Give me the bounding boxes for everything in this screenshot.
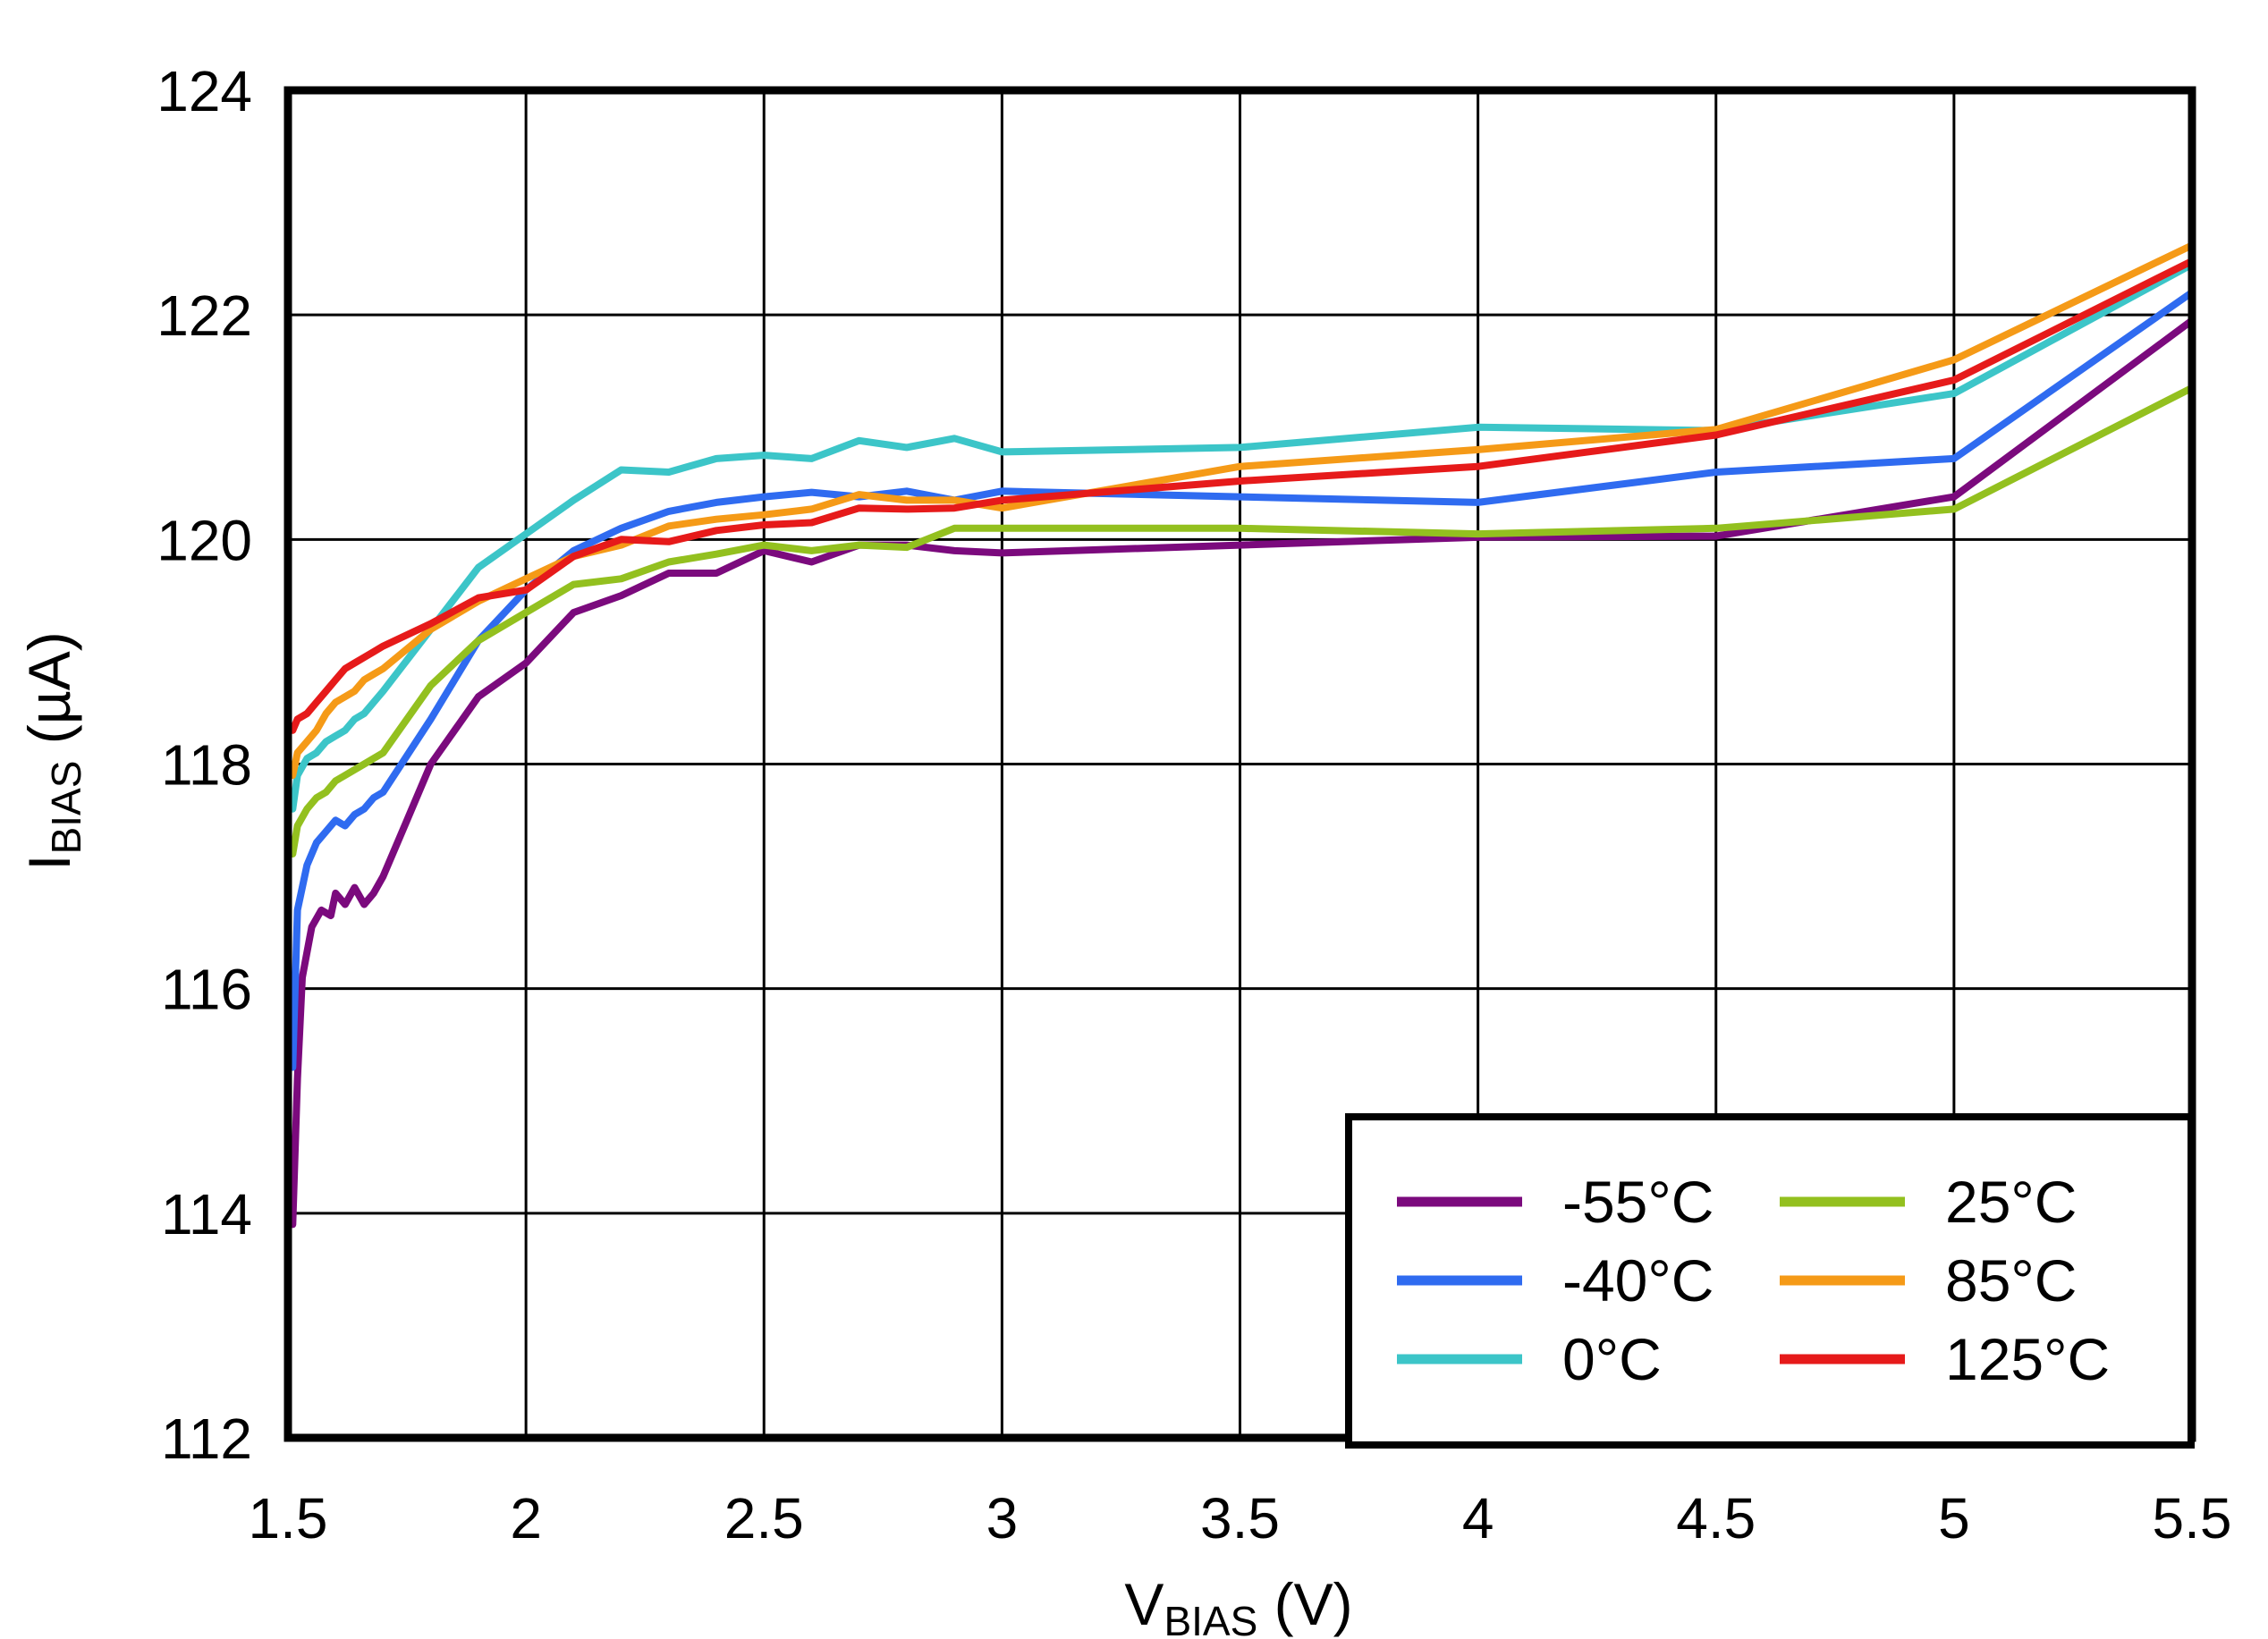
series-line: [289, 317, 2196, 1229]
grid: [286, 89, 2194, 1440]
y-axis-title: IBIAS (µA): [16, 631, 89, 871]
series-line: [289, 257, 2196, 734]
legend-label: 0°C: [1562, 1326, 1662, 1392]
legend-label: 85°C: [1945, 1247, 2077, 1314]
y-tick-label: 114: [161, 1182, 252, 1246]
series-line: [289, 260, 2196, 813]
y-tick-label: 112: [161, 1407, 252, 1471]
plot-frame: [284, 86, 2196, 1442]
x-axis-title: VBIAS (V): [1124, 1571, 1352, 1639]
y-tick-label: 116: [161, 958, 252, 1022]
y-tick-label: 118: [161, 733, 252, 798]
x-tick-label: 5.5: [2153, 1486, 2232, 1550]
x-tick-label: 3.5: [1200, 1486, 1280, 1550]
x-tick-label: 2: [510, 1486, 542, 1550]
x-tick-label: 5: [1938, 1486, 1970, 1550]
y-tick-label: 122: [157, 283, 252, 348]
y-tick-labels: 112 114 116 118 120 122 124: [157, 59, 252, 1471]
series-line: [289, 289, 2196, 1071]
legend-label: 125°C: [1945, 1326, 2110, 1392]
x-tick-label: 4.5: [1676, 1486, 1756, 1550]
x-tick-label: 2.5: [724, 1486, 804, 1550]
legend-label: -40°C: [1562, 1247, 1714, 1314]
series-layer: [289, 241, 2196, 1229]
x-tick-labels: 1.5 2 2.5 3 3.5 4 4.5 5 5.5: [249, 1486, 2232, 1550]
x-tick-label: 1.5: [249, 1486, 328, 1550]
legend-label: -55°C: [1562, 1169, 1714, 1235]
x-tick-label: 3: [986, 1486, 1019, 1550]
legend: -55°C -40°C 0°C 25°C 85°C 125°C: [1345, 1113, 2195, 1449]
x-tick-label: 4: [1462, 1486, 1494, 1550]
y-tick-label: 120: [157, 508, 252, 572]
y-tick-label: 124: [157, 59, 252, 123]
series-line: [289, 384, 2196, 858]
legend-label: 25°C: [1945, 1169, 2077, 1235]
